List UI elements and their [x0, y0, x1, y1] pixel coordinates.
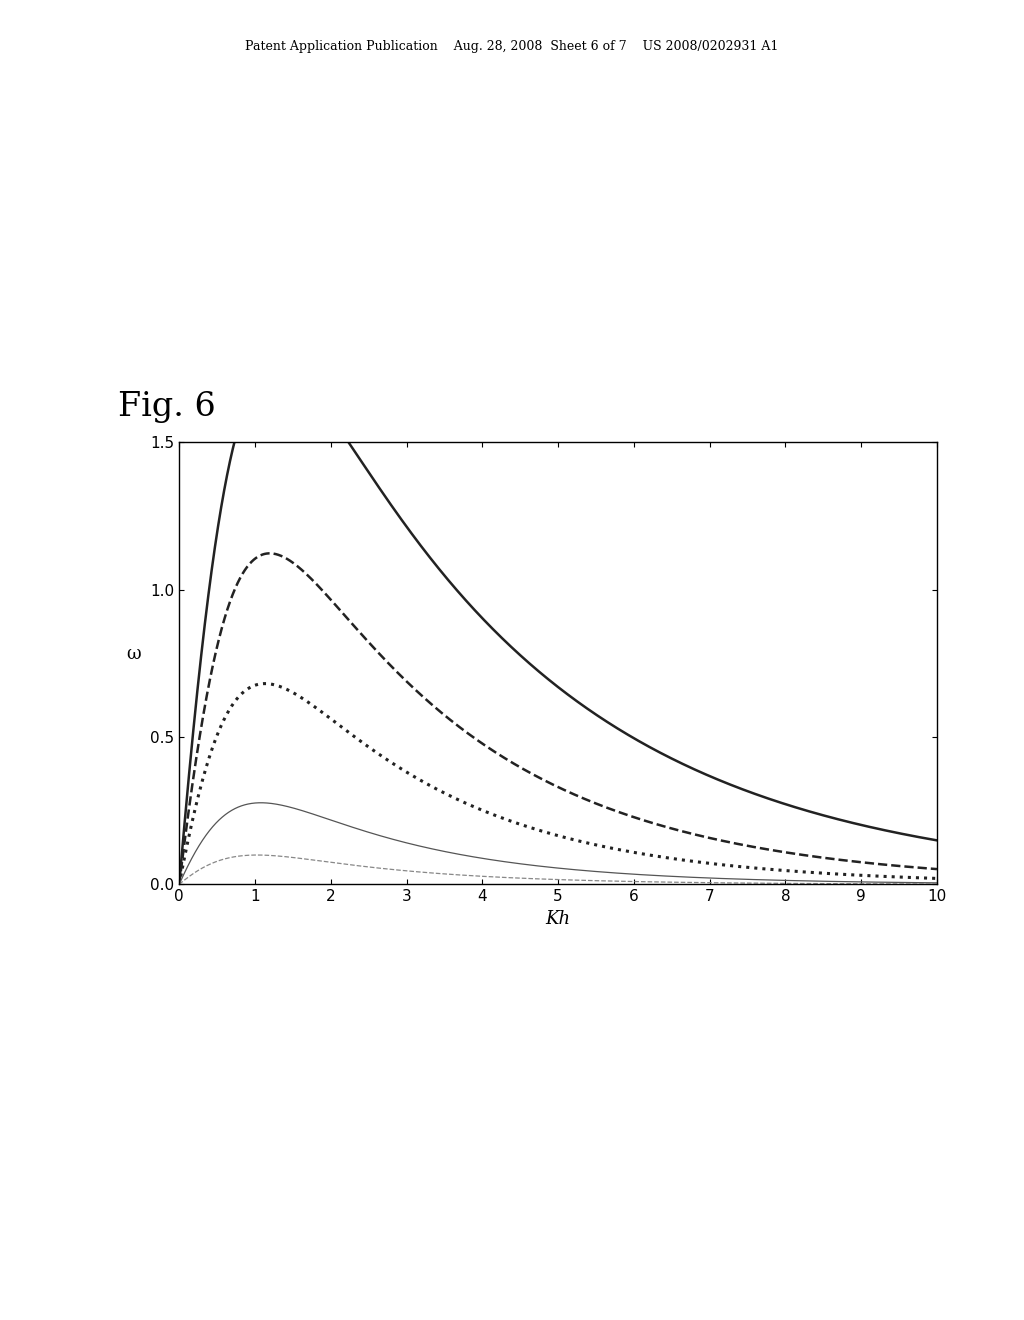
Y-axis label: ω: ω [126, 645, 141, 663]
X-axis label: Kh: Kh [546, 909, 570, 928]
Text: Patent Application Publication    Aug. 28, 2008  Sheet 6 of 7    US 2008/0202931: Patent Application Publication Aug. 28, … [246, 40, 778, 53]
Text: Fig. 6: Fig. 6 [118, 391, 215, 422]
